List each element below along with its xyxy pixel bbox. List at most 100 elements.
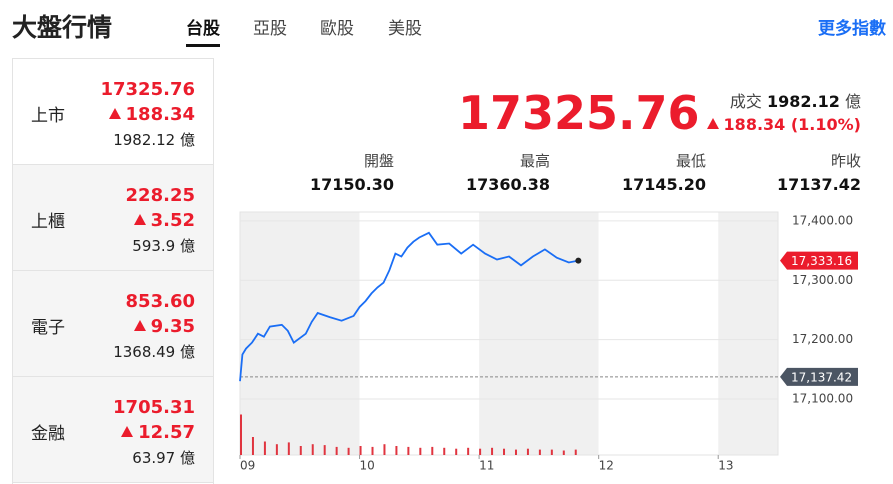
more-link[interactable]: 更多指數 (818, 19, 886, 39)
market-volume: 1368.49 億 (113, 343, 195, 361)
turnover-value: 1982.12 (767, 92, 840, 111)
volume-bar (467, 447, 470, 455)
change-value: 9.35 (150, 316, 195, 337)
volume-bar (503, 448, 506, 455)
market-volume: 1982.12 億 (113, 131, 195, 149)
last-point (575, 257, 582, 264)
y-tick-label: 17,300.00 (792, 273, 853, 287)
market-name: 電子 (31, 318, 65, 338)
change-value: 12.57 (138, 422, 195, 443)
tab[interactable]: 台股 (186, 14, 220, 47)
volume-bar (240, 414, 242, 455)
tab[interactable]: 美股 (388, 19, 422, 39)
volume-bar (275, 444, 278, 455)
turnover-unit: 億 (844, 92, 861, 111)
market-change: 12.57 (121, 422, 195, 443)
plot-frame (239, 211, 779, 456)
market-volume: 593.9 億 (132, 237, 195, 255)
volume-bar (371, 446, 374, 455)
change-value: 3.52 (150, 210, 195, 231)
price-line (239, 231, 579, 382)
y-tick-label: 17,400.00 (792, 213, 853, 227)
up-arrow (108, 108, 121, 119)
stat-value: 17360.38 (465, 175, 550, 194)
volume-bar (479, 448, 482, 455)
market-price: 228.25 (125, 185, 195, 206)
market-price: 1705.31 (113, 397, 195, 418)
change-text: 188.34 (1.10%) (723, 115, 861, 134)
prev-close-tag-label: 17,137.42 (791, 370, 852, 384)
market-change: 188.34 (108, 104, 195, 125)
volume-bar (419, 447, 422, 455)
market-row[interactable]: 上市 17325.76 188.34 1982.12 億 (13, 59, 213, 165)
x-tick-label: 13 (718, 459, 733, 473)
volume-bar (514, 449, 517, 455)
up-arrow (706, 118, 719, 129)
volume-bar (347, 447, 350, 455)
volume-bar (562, 450, 565, 455)
market-volume: 63.97 億 (132, 449, 195, 467)
y-tick-label: 17,200.00 (792, 332, 853, 346)
volume-bar (491, 447, 494, 455)
volume-bar (550, 449, 553, 455)
turnover: 成交 1982.12 億 (730, 88, 861, 112)
market-price: 17325.76 (100, 79, 195, 100)
y-tick-label: 17,100.00 (792, 392, 853, 406)
stat-label: 最高 (519, 152, 550, 170)
turnover-label: 成交 (729, 92, 762, 111)
volume-bar (407, 446, 410, 455)
market-change: 3.52 (133, 210, 195, 231)
volume-bar (538, 449, 541, 455)
market-name: 上櫃 (31, 212, 65, 232)
stat-value: 17145.20 (621, 175, 706, 194)
volume-bar (526, 448, 529, 455)
last-price-tag-label: 17,333.16 (791, 254, 852, 268)
time-band (359, 212, 480, 455)
volume-bar (359, 446, 362, 455)
market-name: 金融 (31, 424, 65, 444)
market-row[interactable]: 電子 853.60 9.35 1368.49 億 (13, 271, 213, 377)
stat-label: 最低 (675, 152, 706, 170)
x-tick-label: 11 (479, 459, 494, 473)
time-band (240, 212, 360, 455)
volume-bar (395, 446, 398, 455)
volume-bar (311, 444, 314, 455)
up-arrow (121, 426, 134, 437)
volume-bar (299, 446, 302, 455)
market-row[interactable]: 金融 1705.31 12.57 63.97 億 (13, 377, 213, 483)
x-tick-label: 10 (360, 459, 375, 473)
volume-bar (287, 442, 290, 455)
volume-bar (431, 446, 434, 455)
index-price: 17325.76 (458, 86, 700, 140)
time-band (718, 212, 778, 455)
index-change: 188.34 (1.10%) (706, 115, 861, 134)
up-arrow (133, 214, 146, 225)
up-arrow (133, 320, 146, 331)
change-value: 188.34 (125, 104, 195, 125)
market-name: 上市 (31, 106, 65, 126)
tab[interactable]: 亞股 (253, 19, 287, 39)
market-row[interactable]: 上櫃 228.25 3.52 593.9 億 (13, 165, 213, 271)
last-price-tag (780, 251, 858, 270)
time-band (479, 212, 599, 455)
prev-close-tag (780, 367, 858, 386)
volume-bar (251, 437, 254, 455)
tab[interactable]: 歐股 (320, 19, 354, 39)
stat-label: 昨收 (830, 152, 861, 170)
volume-bar (323, 445, 326, 455)
title: 大盤行情 (12, 13, 113, 42)
volume-bar (335, 446, 338, 455)
market-change: 9.35 (133, 316, 195, 337)
x-tick-label: 09 (240, 459, 255, 473)
market-price: 853.60 (125, 291, 195, 312)
time-band (598, 212, 719, 455)
market-list: 上市 17325.76 188.34 1982.12 億上櫃 228.25 3.52 593… (12, 58, 214, 484)
volume-bar (574, 449, 577, 455)
stat-value: 17137.42 (776, 175, 861, 194)
stat-label: 開盤 (363, 152, 394, 170)
volume-bar (443, 447, 446, 455)
volume-bar (455, 448, 458, 455)
x-tick-label: 12 (599, 459, 614, 473)
